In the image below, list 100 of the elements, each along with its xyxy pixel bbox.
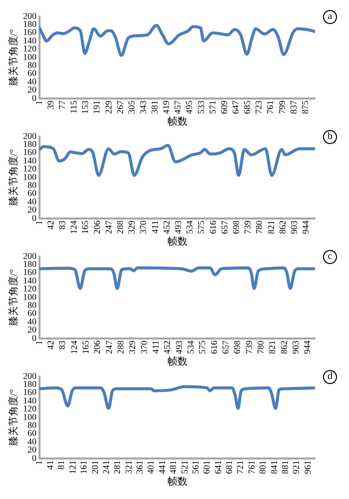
x-tick-label: 247 — [103, 220, 114, 234]
x-tick-label: 229 — [103, 100, 114, 114]
x-tick-label: 881 — [280, 460, 290, 474]
y-tick-label: 200 — [23, 370, 37, 381]
x-tick-label: 288 — [116, 340, 126, 354]
x-tick-label: 457 — [172, 100, 183, 114]
x-tick-label: 616 — [208, 220, 218, 234]
x-tick-label: 201 — [90, 460, 100, 474]
x-tick-label: 903 — [288, 220, 299, 234]
x-tick-label: 799 — [276, 100, 287, 114]
x-tick-label: 165 — [80, 220, 90, 234]
x-tick-label: 411 — [150, 340, 161, 354]
x-tick-label: 723 — [254, 100, 264, 114]
x-tick-label: 780 — [254, 220, 264, 234]
x-tick-label: 571 — [207, 100, 218, 114]
x-tick-label: 944 — [300, 220, 311, 234]
x-tick-label: 39 — [45, 100, 56, 110]
x-tick-label: 609 — [218, 100, 229, 114]
x-tick-label: 329 — [126, 220, 137, 234]
x-tick-label: 267 — [114, 100, 125, 114]
x-tick-label: 42 — [45, 220, 56, 230]
x-tick-label: 1 — [34, 100, 44, 105]
x-tick-label: 191 — [92, 100, 102, 114]
y-tick-label: 60 — [28, 68, 37, 78]
y-tick-label: 80 — [28, 300, 37, 310]
x-tick-label: 121 — [67, 460, 78, 474]
x-tick-label: 801 — [258, 460, 268, 474]
x-tick-label: 1 — [34, 220, 44, 225]
x-tick-label: 343 — [138, 100, 148, 114]
x-tick-label: 841 — [268, 460, 279, 474]
y-tick-label: 120 — [23, 44, 37, 54]
y-tick-label: 80 — [28, 180, 37, 190]
x-tick-label: 305 — [126, 100, 136, 114]
y-tick-label: 60 — [28, 308, 37, 318]
y-tick-label: 140 — [23, 155, 37, 166]
x-tick-label: 780 — [256, 340, 266, 354]
y-tick-label: 40 — [28, 76, 37, 86]
x-tick-label: 77 — [56, 100, 67, 110]
x-tick-label: 657 — [219, 220, 230, 234]
x-tick-label: 42 — [46, 340, 56, 350]
x-axis-title: 帧数 — [167, 236, 188, 248]
x-tick-label: 1 — [34, 340, 44, 345]
line-series — [40, 144, 315, 177]
y-tick-label: 200 — [23, 10, 37, 21]
x-tick-label: 862 — [278, 340, 289, 354]
line-series — [40, 385, 315, 410]
x-tick-label: 161 — [78, 460, 89, 474]
y-tick-label: 0 — [32, 452, 37, 463]
x-tick-label: 81 — [56, 460, 66, 470]
x-tick-label: 862 — [277, 220, 288, 234]
x-tick-label: 616 — [208, 340, 219, 354]
x-tick-label: 1 — [34, 460, 44, 465]
circle-outline: b — [323, 130, 337, 144]
y-axis-title: 膝关节角度/° — [8, 29, 20, 86]
x-tick-label: 641 — [212, 460, 223, 474]
x-axis-title: 帧数 — [167, 116, 188, 128]
x-tick-label: 481 — [168, 460, 178, 474]
x-tick-label: 83 — [57, 340, 68, 350]
y-tick-label: 0 — [32, 212, 37, 223]
x-tick-label: 124 — [68, 220, 79, 234]
line-series — [40, 266, 315, 290]
y-tick-label: 180 — [23, 18, 37, 29]
x-tick-label: 837 — [288, 100, 298, 114]
x-tick-label: 601 — [202, 460, 212, 474]
x-tick-label: 739 — [242, 220, 253, 234]
y-axis-title: 膝关节角度/° — [8, 389, 20, 446]
y-tick-label: 120 — [23, 164, 37, 174]
y-tick-label: 180 — [23, 138, 37, 149]
x-tick-label: 534 — [184, 220, 195, 234]
y-tick-label: 160 — [23, 147, 37, 158]
y-tick-label: 100 — [23, 412, 37, 422]
x-tick-label: 441 — [156, 460, 167, 474]
y-tick-label: 100 — [23, 172, 37, 182]
x-tick-label: 41 — [45, 460, 56, 470]
x-tick-label: 321 — [123, 460, 134, 474]
y-tick-label: 60 — [28, 188, 37, 198]
x-tick-label: 647 — [230, 100, 241, 114]
y-tick-label: 200 — [23, 250, 37, 261]
x-tick-label: 521 — [179, 460, 190, 474]
x-tick-label: 361 — [134, 460, 145, 474]
x-tick-label: 370 — [138, 220, 148, 234]
line-series — [40, 24, 315, 57]
y-tick-label: 120 — [23, 284, 37, 294]
y-tick-label: 180 — [23, 378, 37, 389]
x-tick-label: 821 — [266, 220, 276, 234]
x-tick-label: 944 — [302, 340, 312, 354]
circle-outline: a — [323, 10, 337, 24]
x-tick-label: 921 — [291, 460, 302, 474]
x-tick-label: 165 — [80, 340, 91, 354]
x-tick-label: 739 — [244, 340, 254, 354]
x-tick-label: 495 — [184, 100, 194, 114]
y-tick-label: 40 — [28, 436, 37, 446]
x-tick-label: 247 — [104, 340, 114, 354]
y-tick-label: 0 — [32, 92, 37, 103]
x-tick-label: 575 — [197, 340, 208, 354]
y-tick-label: 20 — [28, 444, 37, 455]
y-tick-label: 160 — [23, 387, 37, 398]
x-tick-label: 533 — [196, 100, 206, 114]
x-tick-label: 903 — [290, 340, 301, 354]
y-tick-label: 20 — [28, 204, 37, 215]
